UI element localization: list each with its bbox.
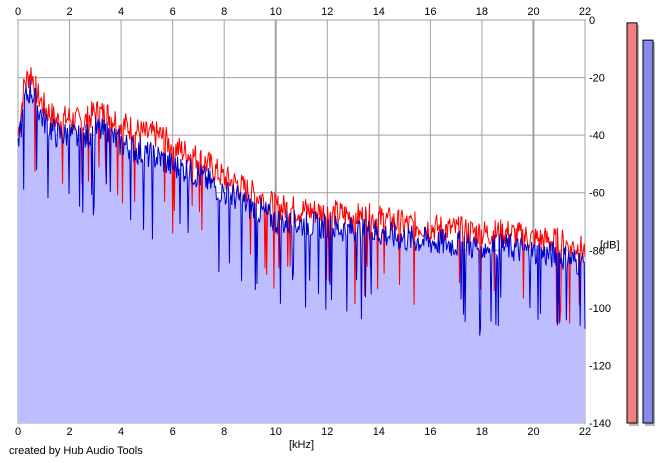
x-tick-label-top: 4 — [118, 6, 124, 18]
x-tick-label-bottom: 20 — [527, 426, 539, 438]
x-tick-label-bottom: 14 — [373, 426, 385, 438]
x-tick-label-bottom: 18 — [476, 426, 488, 438]
y-tick-label: 0 — [589, 15, 595, 27]
x-tick-label-top: 22 — [579, 6, 591, 18]
credit-text: created by Hub Audio Tools — [9, 445, 143, 457]
x-tick-label-top: 8 — [221, 6, 227, 18]
y-tick-label: -40 — [589, 130, 605, 142]
y-tick-label: -100 — [589, 303, 611, 315]
spectrum-line-right-channel — [17, 79, 586, 336]
x-tick-label-bottom: 0 — [15, 426, 21, 438]
x-tick-label-top: 14 — [373, 6, 385, 18]
spectrum-fill — [18, 79, 585, 424]
y-axis-label: [dB] — [600, 240, 620, 252]
y-tick-label: -80 — [589, 245, 605, 257]
y-tick-label: -60 — [589, 188, 605, 200]
y-tick-label: -140 — [589, 418, 611, 430]
x-tick-label-bottom: 12 — [321, 426, 333, 438]
x-tick-label-top: 12 — [321, 6, 333, 18]
level-meter-left — [626, 22, 638, 424]
x-tick-label-top: 6 — [170, 6, 176, 18]
x-tick-label-bottom: 8 — [221, 426, 227, 438]
x-tick-label-top: 20 — [527, 6, 539, 18]
x-tick-label-bottom: 4 — [118, 426, 124, 438]
x-tick-label-bottom: 6 — [170, 426, 176, 438]
x-tick-label-top: 0 — [15, 6, 21, 18]
y-tick-label: -120 — [589, 360, 611, 372]
spectrum-line-left-channel — [17, 67, 586, 324]
x-axis-label: [kHz] — [289, 439, 314, 451]
x-tick-label-top: 2 — [66, 6, 72, 18]
x-tick-label-bottom: 2 — [66, 426, 72, 438]
x-tick-label-bottom: 10 — [270, 426, 282, 438]
x-tick-label-bottom: 22 — [579, 426, 591, 438]
y-tick-label: -20 — [589, 73, 605, 85]
x-tick-label-bottom: 16 — [424, 426, 436, 438]
level-meter-right — [642, 39, 654, 424]
x-tick-label-top: 10 — [270, 6, 282, 18]
x-tick-label-top: 16 — [424, 6, 436, 18]
x-tick-label-top: 18 — [476, 6, 488, 18]
